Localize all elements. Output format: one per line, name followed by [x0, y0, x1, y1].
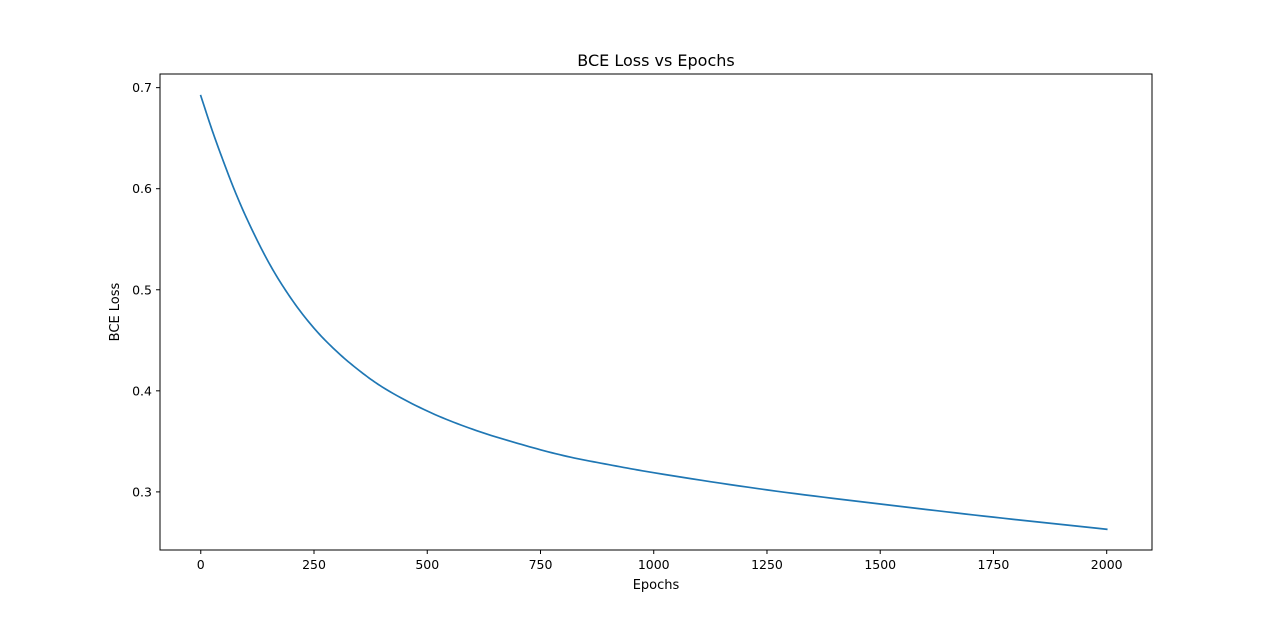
x-tick-label: 1000 [638, 557, 670, 572]
y-axis-label: BCE Loss [108, 282, 123, 341]
x-axis-label: Epochs [633, 578, 680, 593]
y-tick-label: 0.5 [132, 282, 152, 297]
y-tick-label: 0.3 [132, 484, 152, 499]
x-tick-label: 2000 [1091, 557, 1123, 572]
y-tick-label: 0.7 [132, 80, 152, 95]
chart-title: BCE Loss vs Epochs [577, 51, 734, 70]
plot-frame [159, 73, 1153, 551]
loss-line [199, 94, 1108, 531]
x-tick-label: 250 [302, 557, 326, 572]
y-tick-label: 0.4 [132, 383, 152, 398]
x-tick-label: 1750 [978, 557, 1010, 572]
x-tick-label: 0 [197, 557, 205, 572]
x-tick-label: 750 [529, 557, 553, 572]
x-tick-label: 1500 [864, 557, 896, 572]
x-tick-label: 500 [415, 557, 439, 572]
x-tick-label: 1250 [751, 557, 783, 572]
series-layer [199, 94, 1108, 531]
x-axis: 0 250 500 750 1000 1250 1500 1750 2000 [197, 550, 1123, 572]
y-axis: 0.3 0.4 0.5 0.6 0.7 [132, 80, 160, 499]
plot-area [159, 73, 1153, 551]
y-tick-label: 0.6 [132, 181, 152, 196]
